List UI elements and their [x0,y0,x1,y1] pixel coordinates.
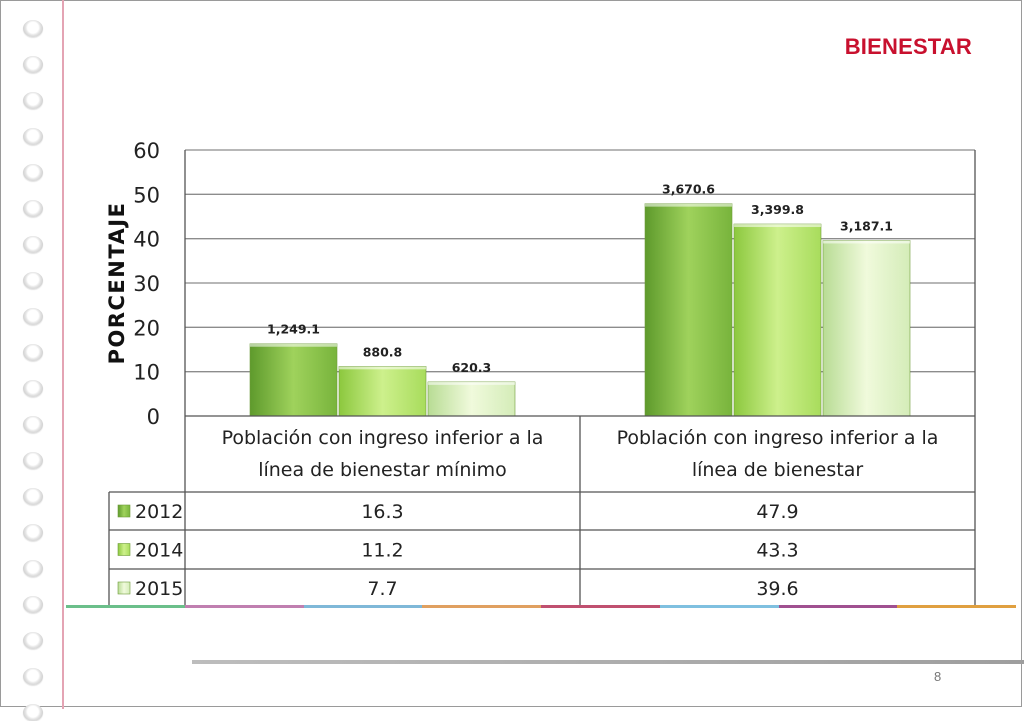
binder-ring-icon [23,524,43,541]
stripe-segment [184,605,304,608]
legend-swatch-icon [117,581,131,595]
binder-ring-icon [23,380,43,397]
binder-ring-icon [23,200,43,217]
slide-title: BIENESTAR [844,34,972,59]
binder-ring-icon [23,668,43,685]
binder-ring-icon [23,632,43,649]
table-value-cell: 47.9 [756,501,798,523]
bar-2012 [644,203,733,417]
table-value-cell: 16.3 [361,501,403,523]
bar-2012 [249,343,338,417]
binder-ring-icon [23,308,43,325]
legend-entry: 2014 [135,540,183,562]
binder-ring-icon [23,488,43,505]
bar-highlight [428,381,515,385]
notebook-margin-line [62,0,64,709]
table-value-cell: 43.3 [756,540,798,562]
data-label: 3,399.8 [751,202,804,217]
color-stripe-divider [66,605,1016,608]
stripe-segment [422,605,541,608]
bar-2015 [427,381,516,417]
data-label: 3,187.1 [840,218,893,233]
legend-swatch-icon [117,543,131,556]
stripe-segment [303,605,423,608]
category-label: línea de bienestar [692,459,864,481]
table-value-cell: 39.6 [756,578,798,600]
binder-ring-icon [23,92,43,109]
category-label: Población con ingreso inferior a la [222,427,544,449]
data-label: 1,249.1 [267,322,320,337]
table-value-cell: 7.7 [367,578,397,600]
footer-line [192,660,1024,664]
bar-highlight [250,343,337,347]
y-tick-label: 20 [133,316,160,340]
bar-2015 [822,240,911,417]
bar-2014 [733,223,822,417]
binder-ring-icon [23,452,43,469]
category-label: Población con ingreso inferior a la [617,427,939,449]
binder-ring-icon [23,164,43,181]
binder-ring-icon [23,20,43,37]
stripe-segment [659,605,779,608]
bar-highlight [339,366,426,370]
binder-ring-icon [23,236,43,253]
binder-ring-icon [23,416,43,433]
stripe-segment [897,605,1016,608]
page-number: 8 [934,669,942,684]
stripe-segment [66,605,185,608]
table-value-cell: 11.2 [361,540,403,562]
binder-ring-icon [23,272,43,289]
legend-swatch-icon [117,504,131,518]
stripe-segment [541,605,660,608]
stripe-segment [778,605,898,608]
bar-2014 [338,366,427,417]
data-label: 3,670.6 [662,182,715,197]
y-axis-label: PORCENTAJE [105,202,129,365]
binder-ring-icon [23,128,43,145]
slide-frame [0,0,1022,707]
category-label: línea de bienestar mínimo [258,459,507,481]
bar-highlight [734,224,821,228]
y-tick-label: 40 [133,228,160,252]
binder-ring-icon [23,56,43,73]
binder-ring-icon [23,344,43,361]
legend-entry: 2012 [135,501,183,523]
y-tick-label: 50 [133,183,160,207]
y-tick-label: 30 [133,272,160,296]
binder-ring-icon [23,596,43,613]
bar-highlight [645,203,732,207]
y-tick-label: 10 [133,361,160,385]
data-label: 880.8 [363,344,403,359]
legend-entry: 2015 [135,578,183,600]
notebook-binder-rings [0,0,62,721]
binder-ring-icon [23,560,43,577]
y-tick-label: 60 [133,139,160,163]
data-label: 620.3 [452,360,492,375]
y-tick-label: 0 [147,405,160,429]
bar-highlight [823,240,910,244]
